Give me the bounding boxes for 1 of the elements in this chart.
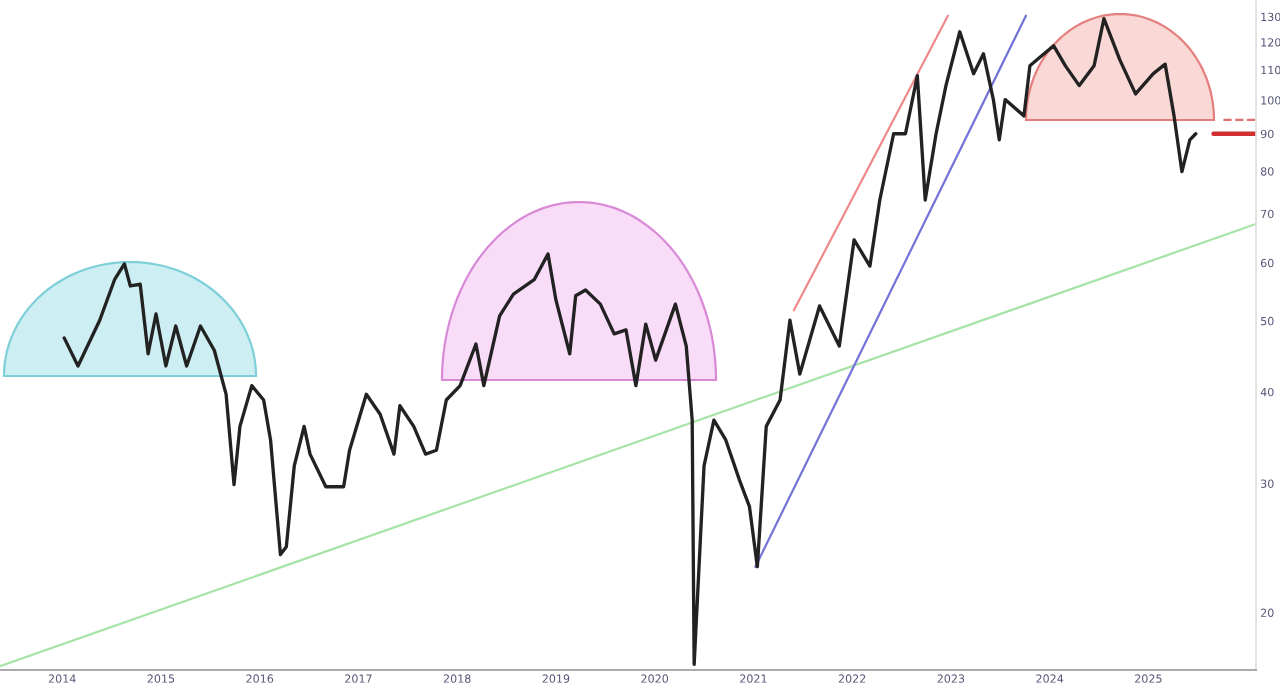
line-series (62, 16, 1198, 666)
